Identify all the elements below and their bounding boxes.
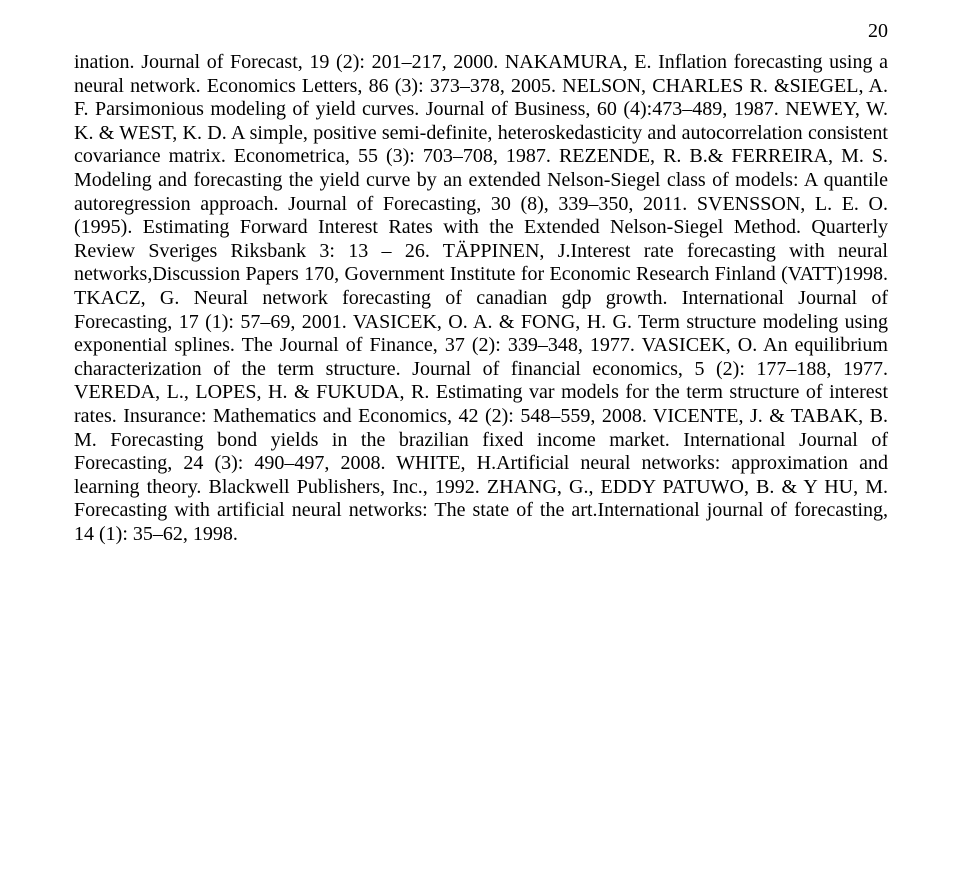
page: 20 ination. Journal of Forecast, 19 (2):…	[0, 0, 960, 546]
page-number: 20	[74, 20, 888, 43]
references-body: ination. Journal of Forecast, 19 (2): 20…	[74, 51, 888, 546]
